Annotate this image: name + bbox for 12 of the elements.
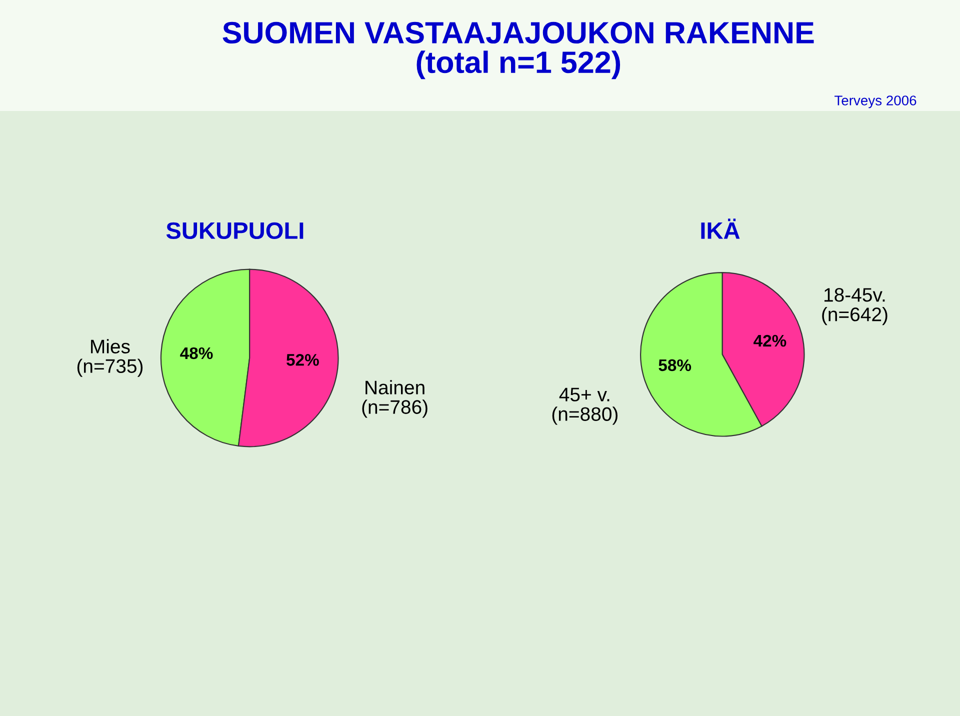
slice-label: Nainen (n=786): [362, 380, 428, 418]
data-label: 48%: [180, 347, 213, 360]
data-label: 58%: [658, 359, 692, 372]
text: Terveys 2006: [834, 96, 916, 108]
data-label: 52%: [286, 354, 319, 366]
data-label: 42%: [754, 334, 786, 347]
slice-label: 18-45v. (n=642): [822, 288, 888, 326]
slice-label: Mies (n=735): [77, 339, 143, 377]
slice-label: 45+ v. (n=880): [552, 388, 618, 425]
chart-subtitle: IKÄ: [701, 218, 740, 239]
chart-subtitle: SUKUPUOLI: [166, 222, 304, 240]
text: SUOMEN VASTAAJAJOUKON RAKENNE (total n=1 522): [222, 22, 814, 80]
